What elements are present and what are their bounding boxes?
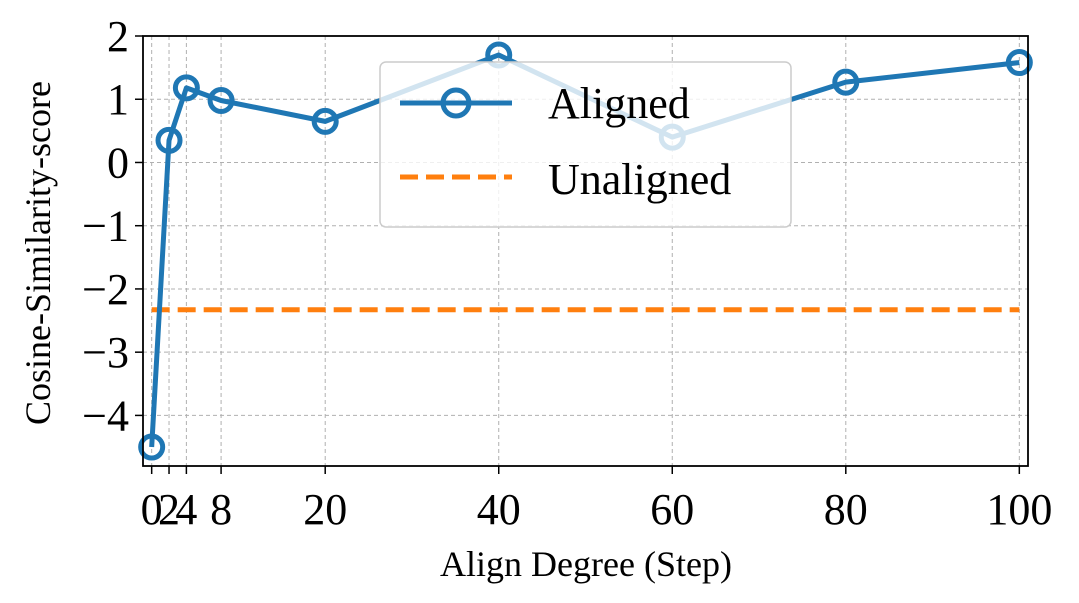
x-tick-label: 40 [477,485,521,534]
x-tick-label: 80 [824,485,868,534]
aligned-point [172,74,200,102]
x-tick-label: 20 [303,485,347,534]
aligned-point [155,126,183,154]
legend: Aligned Unaligned [379,61,792,228]
x-axis-ticks: 024 8 20 40 60 80 100 [141,466,1052,534]
y-tick-label: 0 [107,138,129,187]
x-tick-label: 2 [158,485,180,534]
aligned-point [832,68,860,96]
x-tick-label: 60 [650,485,694,534]
plot-frame [142,35,1029,467]
y-tick-label: −2 [82,265,129,314]
y-axis-ticks: 2 1 0 −1 −2 −3 −4 [82,12,143,440]
legend-unaligned-label: Unaligned [548,155,731,204]
legend-aligned-marker [440,87,472,119]
y-tick-label: −3 [82,328,129,377]
x-tick-label: 0 [141,485,163,534]
aligned-point [1005,49,1033,77]
legend-aligned-label: Aligned [548,79,690,128]
y-axis-title: Cosine-Similarity-score [18,81,58,425]
y-tick-label: −1 [82,202,129,251]
y-tick-label: −4 [82,391,129,440]
y-tick-label: 2 [107,12,129,61]
x-tick-label: 8 [210,485,232,534]
y-tick-label: 1 [107,75,129,124]
aligned-point [138,433,166,461]
aligned-point [311,107,339,135]
x-tick-label: 4 [175,485,197,534]
x-tick-label: 100 [986,485,1052,534]
aligned-point [207,87,235,114]
axes-frame [142,35,1029,467]
x-axis-title: Align Degree (Step) [440,544,732,584]
